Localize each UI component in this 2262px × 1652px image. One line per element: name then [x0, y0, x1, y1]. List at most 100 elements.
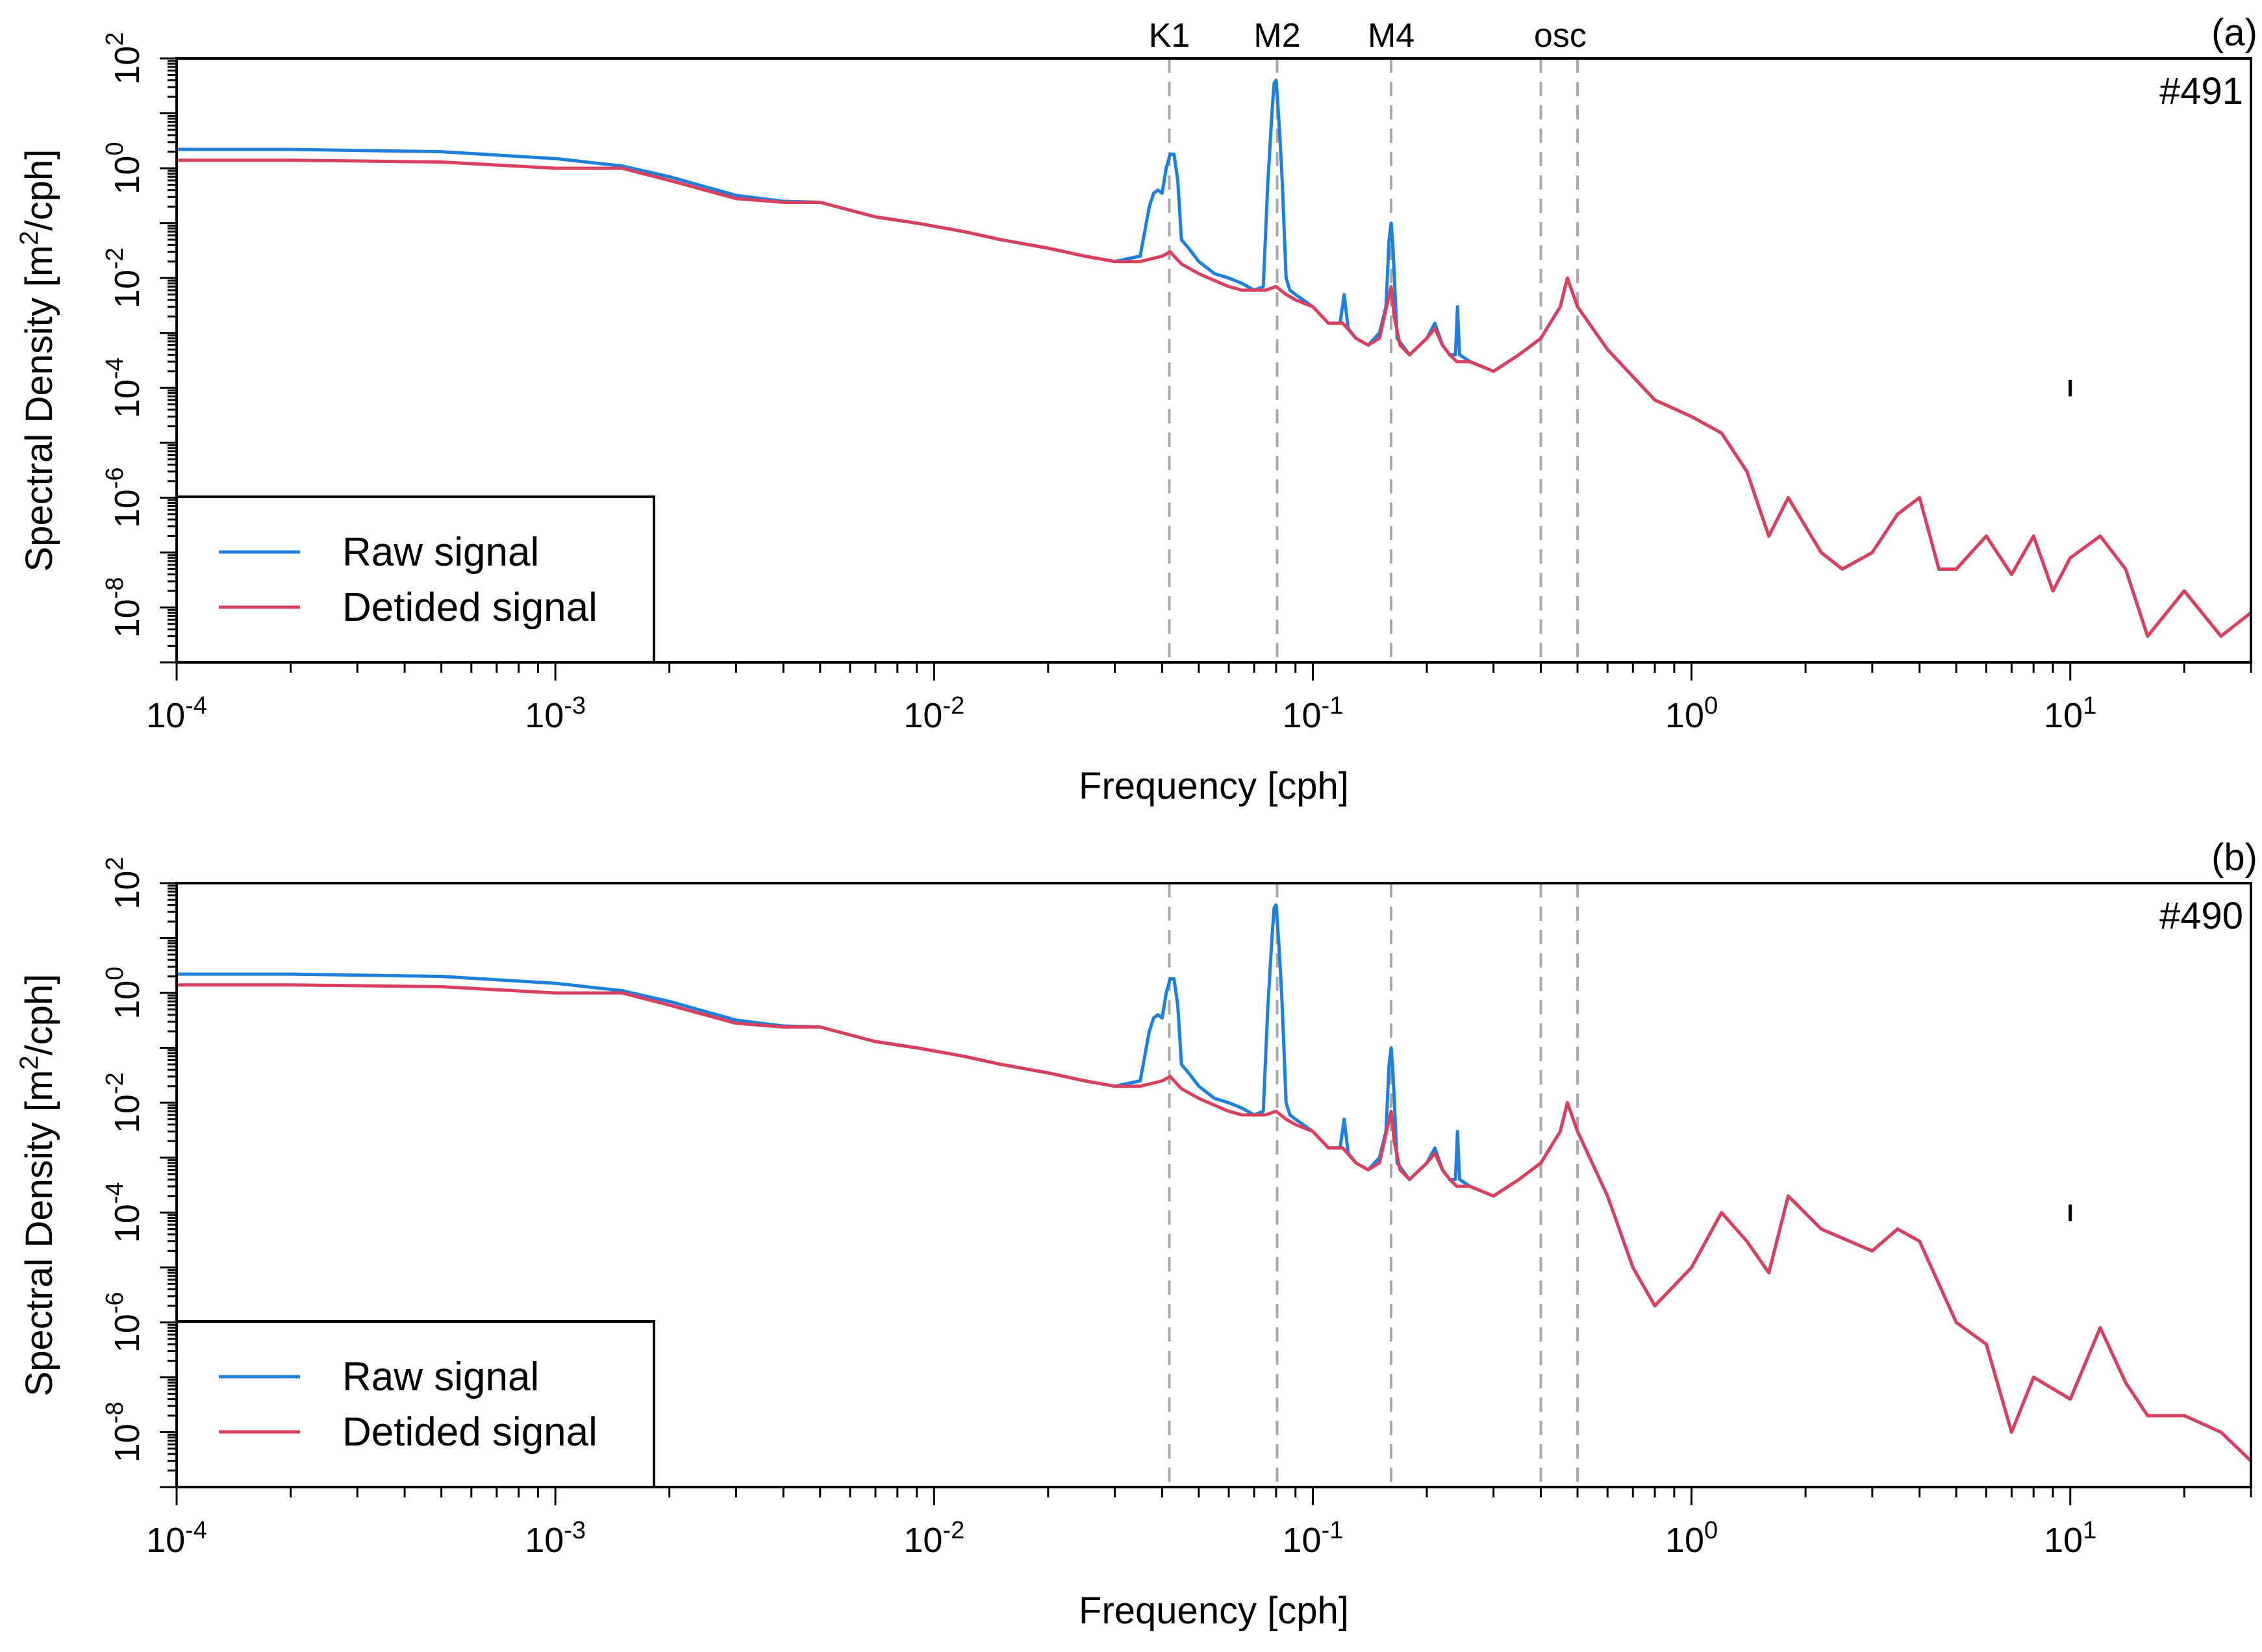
x-tick-label: 10-3: [525, 692, 586, 735]
y-tick-label-base: 10: [108, 46, 147, 85]
x-tick-label-base: 10: [2044, 696, 2083, 735]
y-tick-label-base: 10: [108, 489, 147, 528]
legend-label-detided: Detided signal: [342, 1410, 597, 1455]
y-tick-label: 102: [101, 857, 147, 909]
x-tick-label-exponent: -2: [942, 692, 964, 720]
y-tick-label-exponent: -6: [101, 1292, 129, 1314]
series-line-detided: [177, 158, 2251, 638]
y-tick-label-base: 10: [108, 1094, 147, 1133]
x-tick-label: 100: [1665, 1517, 1718, 1560]
y-tick-label-base: 10: [108, 1423, 147, 1462]
x-tick-label-exponent: 0: [1704, 692, 1718, 720]
y-tick-label: 10-4: [101, 357, 147, 418]
legend-box: [175, 495, 655, 664]
y-tick-label: 10-2: [101, 1072, 147, 1133]
plot-frame: [175, 57, 2252, 664]
x-tick-label: 10-1: [1283, 1517, 1344, 1560]
reference-labels: K1 M2 M4 osc: [1149, 17, 1587, 55]
y-tick-label-exponent: -8: [101, 1402, 129, 1424]
series-lines: [177, 903, 2251, 1462]
x-tick-label-exponent: -3: [564, 1517, 586, 1544]
x-tick-label: 10-4: [146, 1517, 207, 1560]
x-tick-label-base: 10: [525, 1521, 564, 1560]
x-tick-label: 100: [1665, 692, 1718, 735]
y-tick-label-exponent: -4: [101, 357, 129, 379]
y-tick-label-exponent: -2: [101, 1072, 129, 1094]
x-tick-label-base: 10: [1283, 1521, 1322, 1560]
reference-label-k1: K1: [1149, 17, 1190, 55]
series-line-detided: [177, 983, 2251, 1462]
y-tick-label-base: 10: [108, 1204, 147, 1243]
y-tick-label: 10-2: [101, 247, 147, 308]
x-tick-label-exponent: -4: [185, 1517, 207, 1544]
reference-label-osc: osc: [1534, 17, 1587, 55]
y-tick-label-exponent: -2: [101, 247, 129, 269]
x-axis-ticks: 10-4 10-3 10-2 10-1 100 101: [146, 1487, 2252, 1560]
x-axis-title: Frequency [cph]: [1079, 1590, 1349, 1632]
y-tick-label-base: 10: [108, 156, 147, 195]
x-axis-ticks: 10-4 10-3 10-2 10-1 100 101: [146, 662, 2252, 735]
x-tick-label-base: 10: [1283, 696, 1322, 735]
x-tick-label-base: 10: [525, 696, 564, 735]
x-tick-label-base: 10: [146, 696, 185, 735]
panel-label: (a): [2211, 12, 2257, 54]
y-axis-title-sup: 2: [15, 1055, 44, 1070]
legend: Raw signal Detided signal: [175, 1320, 655, 1488]
y-tick-label-exponent: -6: [101, 467, 129, 489]
y-tick-label-base: 10: [108, 1314, 147, 1353]
x-tick-label: 10-4: [146, 692, 207, 735]
y-tick-label-exponent: 2: [101, 32, 129, 45]
y-tick-label: 102: [101, 32, 147, 84]
x-tick-label-base: 10: [146, 1521, 185, 1560]
x-tick-label-exponent: -3: [564, 692, 586, 720]
x-tick-label: 101: [2044, 692, 2096, 735]
panel-label: (b): [2211, 836, 2257, 879]
station-label: #490: [2159, 895, 2243, 937]
y-axis-title: Spectral Density [m2/cph]: [15, 149, 60, 572]
y-tick-label-base: 10: [108, 981, 147, 1020]
y-tick-label-exponent: 0: [101, 142, 129, 155]
legend: Raw signal Detided signal: [175, 495, 655, 664]
y-tick-label-exponent: 2: [101, 857, 129, 870]
x-tick-label-base: 10: [2044, 1521, 2083, 1560]
y-tick-label: 10-6: [101, 1292, 147, 1353]
x-tick-label-exponent: -1: [1322, 1517, 1344, 1544]
x-tick-label-exponent: 1: [2083, 1517, 2096, 1544]
reference-label-m4: M4: [1368, 17, 1414, 55]
y-tick-label: 10-4: [101, 1182, 147, 1243]
y-axis-title-tail: /cph]: [18, 149, 60, 231]
x-tick-label-exponent: 1: [2083, 692, 2096, 720]
y-tick-label-base: 10: [108, 871, 147, 910]
x-tick-label-base: 10: [903, 1521, 942, 1560]
series-lines: [177, 79, 2251, 638]
x-tick-label-exponent: -4: [185, 692, 207, 720]
y-tick-label-exponent: -8: [101, 577, 129, 599]
y-tick-label: 100: [101, 966, 147, 1019]
y-tick-label: 10-8: [101, 1402, 147, 1463]
y-tick-label-exponent: -4: [101, 1182, 129, 1204]
y-tick-label-base: 10: [108, 269, 147, 308]
y-axis-title: Spectral Density [m2/cph]: [15, 974, 60, 1397]
x-tick-label-base: 10: [1665, 1521, 1704, 1560]
panel-a: K1 M2 M4 osc 10-4 10-3 10-2 10-1 100 101 1021001…: [15, 12, 2257, 807]
x-tick-label-base: 10: [903, 696, 942, 735]
y-axis-title-tail: /cph]: [18, 974, 60, 1056]
x-tick-label: 10-2: [903, 692, 964, 735]
legend-box: [175, 1320, 655, 1488]
x-tick-label: 10-3: [525, 1517, 586, 1560]
y-tick-label-base: 10: [108, 599, 147, 638]
x-tick-label-exponent: -2: [942, 1517, 964, 1544]
x-tick-label: 101: [2044, 1517, 2096, 1560]
y-axis-title-main: Spectral Density [m: [18, 245, 60, 572]
x-tick-label: 10-2: [903, 1517, 964, 1560]
legend-label-raw: Raw signal: [342, 530, 539, 575]
x-tick-label-base: 10: [1665, 696, 1704, 735]
x-tick-label-exponent: 0: [1704, 1517, 1718, 1544]
reference-label-m2: M2: [1253, 17, 1300, 55]
y-axis-title-sup: 2: [15, 231, 44, 245]
y-tick-label: 10-8: [101, 577, 147, 638]
y-tick-label-exponent: 0: [101, 966, 129, 980]
legend-label-detided: Detided signal: [342, 585, 597, 630]
